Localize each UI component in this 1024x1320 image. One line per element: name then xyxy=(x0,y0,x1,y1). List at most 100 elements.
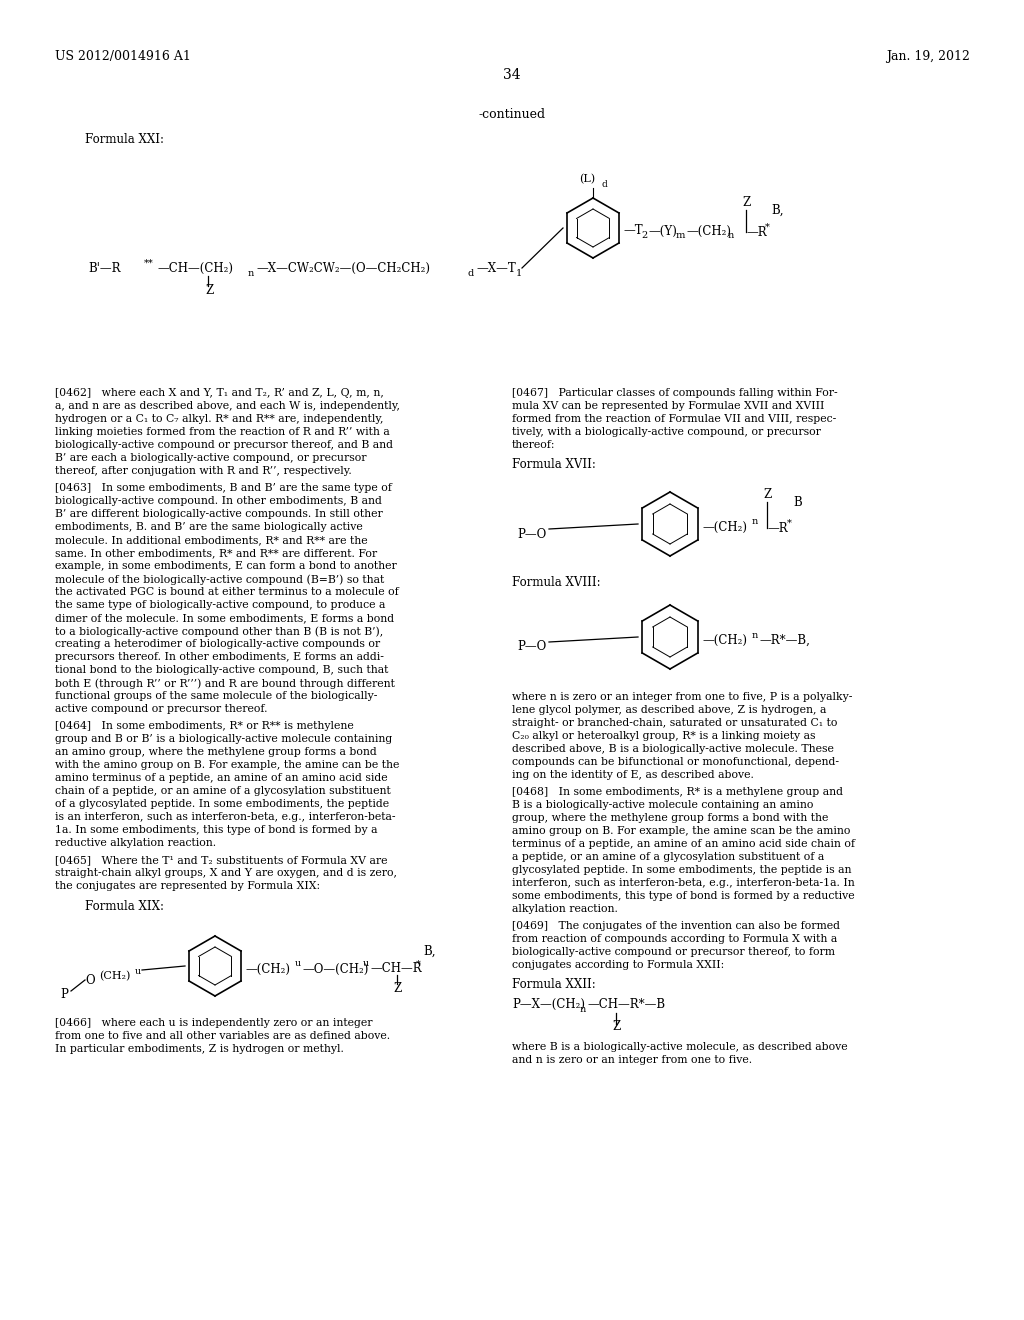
Text: with the amino group on B. For example, the amine can be the: with the amino group on B. For example, … xyxy=(55,760,399,770)
Text: molecule of the biologically-active compound (B=B’) so that: molecule of the biologically-active comp… xyxy=(55,574,384,585)
Text: —(CH₂): —(CH₂) xyxy=(245,962,290,975)
Text: [0464]   In some embodiments, R* or R** is methylene: [0464] In some embodiments, R* or R** is… xyxy=(55,721,353,731)
Text: —X—T: —X—T xyxy=(476,261,516,275)
Text: Formula XVIII:: Formula XVIII: xyxy=(512,576,601,589)
Text: [0463]   In some embodiments, B and B’ are the same type of: [0463] In some embodiments, B and B’ are… xyxy=(55,483,392,492)
Text: an amino group, where the methylene group forms a bond: an amino group, where the methylene grou… xyxy=(55,747,377,756)
Text: —(CH₂): —(CH₂) xyxy=(702,634,746,647)
Text: -continued: -continued xyxy=(478,108,546,121)
Text: hydrogen or a C₁ to C₇ alkyl. R* and R** are, independently,: hydrogen or a C₁ to C₇ alkyl. R* and R**… xyxy=(55,414,384,424)
Text: n: n xyxy=(248,268,254,277)
Text: molecule. In additional embodiments, R* and R** are the: molecule. In additional embodiments, R* … xyxy=(55,535,368,545)
Text: —CH—R: —CH—R xyxy=(370,962,422,975)
Text: reductive alkylation reaction.: reductive alkylation reaction. xyxy=(55,838,216,847)
Text: dimer of the molecule. In some embodiments, E forms a bond: dimer of the molecule. In some embodimen… xyxy=(55,612,394,623)
Text: from reaction of compounds according to Formula X with a: from reaction of compounds according to … xyxy=(512,935,838,944)
Text: creating a heterodimer of biologically-active compounds or: creating a heterodimer of biologically-a… xyxy=(55,639,380,649)
Text: tional bond to the biologically-active compound, B, such that: tional bond to the biologically-active c… xyxy=(55,665,388,675)
Text: thereof:: thereof: xyxy=(512,440,555,450)
Text: P: P xyxy=(60,987,68,1001)
Text: —O—(CH₂): —O—(CH₂) xyxy=(302,962,369,975)
Text: —CH—(CH₂): —CH—(CH₂) xyxy=(157,261,233,275)
Text: [0467]   Particular classes of compounds falling within For-: [0467] Particular classes of compounds f… xyxy=(512,388,838,399)
Text: same. In other embodiments, R* and R** are different. For: same. In other embodiments, R* and R** a… xyxy=(55,548,377,558)
Text: functional groups of the same molecule of the biologically-: functional groups of the same molecule o… xyxy=(55,690,378,701)
Text: is an interferon, such as interferon-beta, e.g., interferon-beta-: is an interferon, such as interferon-bet… xyxy=(55,812,395,822)
Text: u: u xyxy=(295,960,301,969)
Text: linking moieties formed from the reaction of R and R’’ with a: linking moieties formed from the reactio… xyxy=(55,426,390,437)
Text: precursors thereof. In other embodiments, E forms an addi-: precursors thereof. In other embodiments… xyxy=(55,652,384,663)
Text: tively, with a biologically-active compound, or precursor: tively, with a biologically-active compo… xyxy=(512,426,821,437)
Text: (L): (L) xyxy=(579,174,595,183)
Text: Formula XXII:: Formula XXII: xyxy=(512,978,596,991)
Text: 34: 34 xyxy=(503,69,521,82)
Text: alkylation reaction.: alkylation reaction. xyxy=(512,904,617,913)
Text: thereof, after conjugation with R and R’’, respectively.: thereof, after conjugation with R and R’… xyxy=(55,466,352,477)
Text: Formula XXI:: Formula XXI: xyxy=(85,133,164,147)
Text: group and B or B’ is a biologically-active molecule containing: group and B or B’ is a biologically-acti… xyxy=(55,734,392,744)
Text: m: m xyxy=(676,231,685,240)
Text: Z: Z xyxy=(612,1020,621,1034)
Text: formed from the reaction of Formulae VII and VIII, respec-: formed from the reaction of Formulae VII… xyxy=(512,414,837,424)
Text: *: * xyxy=(765,223,770,231)
Text: group, where the methylene group forms a bond with the: group, where the methylene group forms a… xyxy=(512,813,828,822)
Text: embodiments, B. and B’ are the same biologically active: embodiments, B. and B’ are the same biol… xyxy=(55,521,362,532)
Text: B: B xyxy=(793,495,802,508)
Text: P—X—(CH₂): P—X—(CH₂) xyxy=(512,998,585,1011)
Text: In particular embodiments, Z is hydrogen or methyl.: In particular embodiments, Z is hydrogen… xyxy=(55,1044,344,1053)
Text: [0469]   The conjugates of the invention can also be formed: [0469] The conjugates of the invention c… xyxy=(512,921,840,931)
Text: described above, B is a biologically-active molecule. These: described above, B is a biologically-act… xyxy=(512,744,834,754)
Text: glycosylated peptide. In some embodiments, the peptide is an: glycosylated peptide. In some embodiment… xyxy=(512,865,852,875)
Text: n: n xyxy=(752,517,758,527)
Text: Formula XVII:: Formula XVII: xyxy=(512,458,596,471)
Text: —R: —R xyxy=(767,521,787,535)
Text: —T: —T xyxy=(623,224,643,238)
Text: n: n xyxy=(752,631,758,639)
Text: Jan. 19, 2012: Jan. 19, 2012 xyxy=(886,50,970,63)
Text: from one to five and all other variables are as defined above.: from one to five and all other variables… xyxy=(55,1031,390,1041)
Text: B is a biologically-active molecule containing an amino: B is a biologically-active molecule cont… xyxy=(512,800,813,810)
Text: mula XV can be represented by Formulae XVII and XVIII: mula XV can be represented by Formulae X… xyxy=(512,401,824,411)
Text: [0466]   where each u is independently zero or an integer: [0466] where each u is independently zer… xyxy=(55,1018,373,1028)
Text: US 2012/0014916 A1: US 2012/0014916 A1 xyxy=(55,50,190,63)
Text: C₂₀ alkyl or heteroalkyl group, R* is a linking moiety as: C₂₀ alkyl or heteroalkyl group, R* is a … xyxy=(512,731,815,741)
Text: B’ are each a biologically-active compound, or precursor: B’ are each a biologically-active compou… xyxy=(55,453,367,463)
Text: *: * xyxy=(416,960,421,969)
Text: where B is a biologically-active molecule, as described above: where B is a biologically-active molecul… xyxy=(512,1041,848,1052)
Text: B,: B, xyxy=(423,945,435,957)
Text: Formula XIX:: Formula XIX: xyxy=(85,900,164,913)
Text: of a glycosylated peptide. In some embodiments, the peptide: of a glycosylated peptide. In some embod… xyxy=(55,799,389,809)
Text: straight-chain alkyl groups, X and Y are oxygen, and d is zero,: straight-chain alkyl groups, X and Y are… xyxy=(55,869,397,878)
Text: —R*—B,: —R*—B, xyxy=(759,634,810,647)
Text: interferon, such as interferon-beta, e.g., interferon-beta-1a. In: interferon, such as interferon-beta, e.g… xyxy=(512,878,855,888)
Text: Z: Z xyxy=(205,284,213,297)
Text: d: d xyxy=(468,268,474,277)
Text: the conjugates are represented by Formula XIX:: the conjugates are represented by Formul… xyxy=(55,880,321,891)
Text: Z: Z xyxy=(393,982,401,994)
Text: 1: 1 xyxy=(516,268,522,277)
Text: biologically-active compound. In other embodiments, B and: biologically-active compound. In other e… xyxy=(55,496,382,506)
Text: to a biologically-active compound other than B (B is not B’),: to a biologically-active compound other … xyxy=(55,626,383,636)
Text: d: d xyxy=(601,180,607,189)
Text: compounds can be bifunctional or monofunctional, depend-: compounds can be bifunctional or monofun… xyxy=(512,756,839,767)
Text: —(CH₂): —(CH₂) xyxy=(686,224,731,238)
Text: biologically-active compound or precursor thereof, to form: biologically-active compound or precurso… xyxy=(512,946,835,957)
Text: —(CH₂): —(CH₂) xyxy=(702,520,746,533)
Text: straight- or branched-chain, saturated or unsaturated C₁ to: straight- or branched-chain, saturated o… xyxy=(512,718,838,729)
Text: the same type of biologically-active compound, to produce a: the same type of biologically-active com… xyxy=(55,601,385,610)
Text: Z: Z xyxy=(763,487,771,500)
Text: some embodiments, this type of bond is formed by a reductive: some embodiments, this type of bond is f… xyxy=(512,891,855,902)
Text: terminus of a peptide, an amine of an amino acid side chain of: terminus of a peptide, an amine of an am… xyxy=(512,840,855,849)
Text: amino group on B. For example, the amine scan be the amino: amino group on B. For example, the amine… xyxy=(512,826,850,836)
Text: n: n xyxy=(580,1005,587,1014)
Text: 1a. In some embodiments, this type of bond is formed by a: 1a. In some embodiments, this type of bo… xyxy=(55,825,378,836)
Text: [0468]   In some embodiments, R* is a methylene group and: [0468] In some embodiments, R* is a meth… xyxy=(512,787,843,797)
Text: the activated PGC is bound at either terminus to a molecule of: the activated PGC is bound at either ter… xyxy=(55,587,398,597)
Text: —CH—R*—B: —CH—R*—B xyxy=(587,998,666,1011)
Text: (CH₂): (CH₂) xyxy=(99,970,130,981)
Text: amino terminus of a peptide, an amine of an amino acid side: amino terminus of a peptide, an amine of… xyxy=(55,774,388,783)
Text: B'—R: B'—R xyxy=(88,261,121,275)
Text: O: O xyxy=(85,974,94,986)
Text: u: u xyxy=(135,966,141,975)
Text: chain of a peptide, or an amine of a glycosylation substituent: chain of a peptide, or an amine of a gly… xyxy=(55,785,391,796)
